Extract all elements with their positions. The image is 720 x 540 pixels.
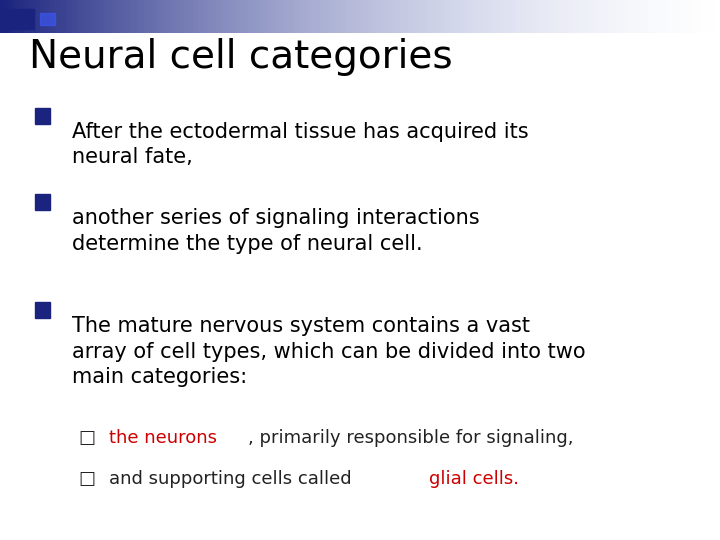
Text: □: □	[79, 470, 102, 488]
Bar	[4, 9, 34, 29]
Text: the neurons: the neurons	[109, 429, 217, 447]
Bar	[35, 194, 50, 210]
Text: another series of signaling interactions
determine the type of neural cell.: another series of signaling interactions…	[72, 208, 480, 253]
Bar	[35, 302, 50, 319]
Bar	[40, 13, 55, 25]
Text: After the ectodermal tissue has acquired its
neural fate,: After the ectodermal tissue has acquired…	[72, 122, 528, 167]
Text: and supporting cells called: and supporting cells called	[109, 470, 357, 488]
Text: , primarily responsible for signaling,: , primarily responsible for signaling,	[248, 429, 573, 447]
Text: glial cells.: glial cells.	[429, 470, 519, 488]
Text: □: □	[79, 429, 102, 447]
Text: The mature nervous system contains a vast
array of cell types, which can be divi: The mature nervous system contains a vas…	[72, 316, 585, 387]
Text: Neural cell categories: Neural cell categories	[29, 38, 452, 76]
Bar	[35, 107, 50, 124]
